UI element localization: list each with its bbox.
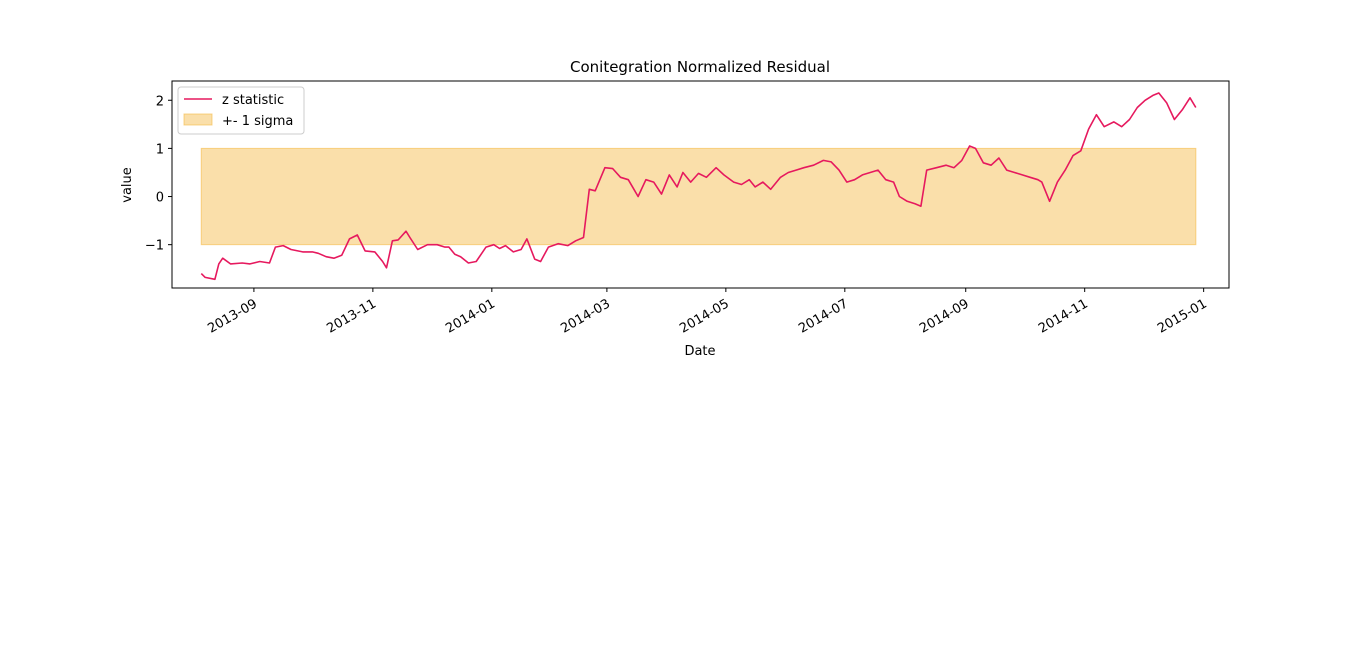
legend-band-swatch: [183, 113, 213, 126]
legend: z statistic +- 1 sigma: [177, 86, 305, 135]
sigma-band: [200, 147, 1197, 246]
series-line-z-statistic: [200, 92, 1197, 281]
legend-label-sigma: +- 1 sigma: [222, 114, 293, 129]
plot-frame: [171, 80, 1230, 289]
y-tick-label: 1: [156, 142, 164, 157]
y-axis-title: value: [120, 167, 135, 203]
x-axis-title: Date: [684, 344, 715, 359]
y-tick-label: −1: [145, 239, 164, 254]
y-tick-label: 0: [156, 191, 164, 206]
y-tick-label: 2: [156, 94, 164, 109]
plot-area: [200, 92, 1197, 281]
chart-title: Conitegration Normalized Residual: [570, 58, 830, 76]
legend-label-z-statistic: z statistic: [222, 93, 284, 108]
